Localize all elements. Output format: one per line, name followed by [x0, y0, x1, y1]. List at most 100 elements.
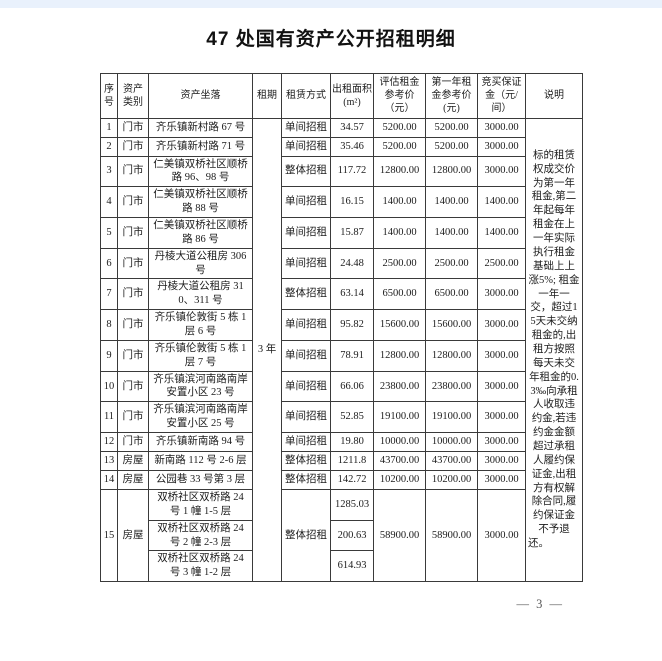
table-row: 13 房屋 新南路 112 号 2-6 层 整体招租 1211.8 43700.… [100, 451, 583, 472]
cell-location: 仁美镇双桥社区顺桥路 96、98 号 [148, 155, 253, 188]
cell-area: 63.14 [330, 278, 374, 311]
cell-area: 19.80 [330, 432, 374, 453]
cell-category: 门市 [117, 370, 149, 403]
asset-rental-table: 序号 资产类别 资产坐落 租期 租赁方式 出租面积(m²) 评估租金参考价（元）… [100, 73, 583, 583]
cell-deposit: 1400.00 [477, 186, 526, 218]
cell-assessed: 2500.00 [373, 247, 426, 280]
cell-location: 齐乐镇伦敦街 5 栋 1 层 7 号 [148, 339, 253, 372]
cell-location: 齐乐镇滨河南路南岸安置小区 25 号 [148, 401, 253, 434]
cell-method: 单间招租 [281, 117, 331, 138]
cell-first-year: 10200.00 [425, 470, 478, 491]
cell-assessed: 10000.00 [373, 432, 426, 453]
cell-method: 整体招租 [281, 470, 331, 491]
cell-seq: 5 [100, 217, 118, 249]
cell-area: 95.82 [330, 309, 374, 341]
cell-method: 单间招租 [281, 186, 331, 218]
table-row: 2 门市 齐乐镇新村路 71 号 单间招租 35.46 5200.00 5200… [100, 136, 583, 157]
page-number: — 3 — [516, 597, 564, 612]
cell-area: 34.57 [330, 117, 374, 138]
cell-assessed: 1400.00 [373, 217, 426, 249]
cell-category: 门市 [117, 401, 149, 434]
cell-seq: 3 [100, 155, 118, 188]
cell-deposit: 3000.00 [477, 309, 526, 341]
table-row: 11 门市 齐乐镇滨河南路南岸安置小区 25 号 单间招租 52.85 1910… [100, 401, 583, 434]
header-deposit: 竞买保证金（元/间） [477, 73, 526, 119]
cell-deposit: 3000.00 [477, 136, 526, 157]
cell-area: 142.72 [330, 470, 374, 491]
cell-deposit: 3000.00 [477, 117, 526, 138]
table-row: 12 门市 齐乐镇新南路 94 号 单间招租 19.80 10000.00 10… [100, 432, 583, 453]
cell-first-year: 1400.00 [425, 186, 478, 218]
cell-category: 房屋 [117, 489, 149, 583]
cell-seq: 14 [100, 470, 118, 491]
cell-assessed: 43700.00 [373, 451, 426, 472]
header-category: 资产类别 [117, 73, 149, 119]
cell-method: 单间招租 [281, 309, 331, 341]
cell-seq: 13 [100, 451, 118, 472]
cell-location: 齐乐镇滨河南路南岸安置小区 23 号 [148, 370, 253, 403]
cell-seq: 8 [100, 309, 118, 341]
cell-assessed: 19100.00 [373, 401, 426, 434]
cell-seq: 11 [100, 401, 118, 434]
cell-assessed: 58900.00 [373, 489, 426, 583]
cell-location: 双桥社区双桥路 24 号 2 幢 2-3 层 [148, 519, 253, 552]
cell-area: 66.06 [330, 370, 374, 403]
cell-seq: 4 [100, 186, 118, 218]
cell-location: 新南路 112 号 2-6 层 [148, 451, 253, 472]
header-method: 租赁方式 [281, 73, 331, 119]
cell-category: 门市 [117, 117, 149, 138]
table-header-row: 序号 资产类别 资产坐落 租期 租赁方式 出租面积(m²) 评估租金参考价（元）… [100, 73, 583, 119]
table-row: 双桥社区双桥路 24 号 3 幢 1-2 层 614.93 [101, 550, 583, 583]
table-row: 5 门市 仁美镇双桥社区顺桥路 86 号 单间招租 15.87 1400.00 … [100, 217, 583, 249]
cell-area: 200.63 [330, 519, 374, 552]
cell-category: 门市 [117, 309, 149, 341]
cell-location: 双桥社区双桥路 24 号 1 幢 1-5 层 [148, 489, 253, 521]
cell-category: 门市 [117, 136, 149, 157]
cell-seq: 10 [100, 370, 118, 403]
cell-method: 整体招租 [281, 451, 331, 472]
cell-deposit: 3000.00 [477, 470, 526, 491]
cell-seq: 12 [100, 432, 118, 453]
cell-category: 门市 [117, 186, 149, 218]
table-row: 8 门市 齐乐镇伦敦街 5 栋 1 层 6 号 单间招租 95.82 15600… [100, 309, 583, 341]
table-row: 4 门市 仁美镇双桥社区顺桥路 88 号 单间招租 16.15 1400.00 … [100, 186, 583, 218]
cell-area: 614.93 [330, 550, 374, 583]
cell-first-year: 5200.00 [425, 136, 478, 157]
cell-location: 齐乐镇新村路 71 号 [148, 136, 253, 157]
header-notes: 说明 [525, 73, 583, 119]
cell-seq: 1 [100, 117, 118, 138]
cell-seq: 6 [100, 247, 118, 280]
cell-area: 15.87 [330, 217, 374, 249]
cell-location: 仁美镇双桥社区顺桥路 86 号 [148, 217, 253, 249]
cell-area: 78.91 [330, 339, 374, 372]
cell-deposit: 1400.00 [477, 217, 526, 249]
cell-notes: 标的租赁权成交价为第一年租金,第二年起每年租金在上一年实际执行租金基础上上涨5%… [525, 117, 583, 583]
header-first-year: 第一年租金参考价(元) [425, 73, 478, 119]
page-title: 47 处国有资产公开招租明细 [206, 29, 456, 50]
cell-first-year: 19100.00 [425, 401, 478, 434]
cell-area: 16.15 [330, 186, 374, 218]
cell-category: 房屋 [117, 470, 149, 491]
header-term: 租期 [252, 73, 282, 119]
cell-first-year: 10000.00 [425, 432, 478, 453]
header-seq: 序号 [100, 73, 118, 119]
table-row: 15 房屋 双桥社区双桥路 24 号 1 幢 1-5 层 整体招租 1285.0… [100, 489, 583, 583]
cell-method: 整体招租 [281, 155, 331, 188]
cell-deposit: 3000.00 [477, 489, 526, 583]
cell-method: 整体招租 [281, 489, 331, 583]
table-row: 9 门市 齐乐镇伦敦街 5 栋 1 层 7 号 单间招租 78.91 12800… [100, 339, 583, 372]
cell-method: 单间招租 [281, 217, 331, 249]
header-area: 出租面积(m²) [330, 73, 374, 119]
cell-method: 单间招租 [281, 339, 331, 372]
cell-category: 房屋 [117, 451, 149, 472]
cell-first-year: 5200.00 [425, 117, 478, 138]
cell-method: 单间招租 [281, 136, 331, 157]
cell-seq: 2 [100, 136, 118, 157]
cell-assessed: 12800.00 [373, 155, 426, 188]
cell-location: 齐乐镇新村路 67 号 [148, 117, 253, 138]
cell-first-year: 6500.00 [425, 278, 478, 311]
header-location: 资产坐落 [148, 73, 253, 119]
cell-area: 117.72 [330, 155, 374, 188]
cell-location: 齐乐镇新南路 94 号 [148, 432, 253, 453]
